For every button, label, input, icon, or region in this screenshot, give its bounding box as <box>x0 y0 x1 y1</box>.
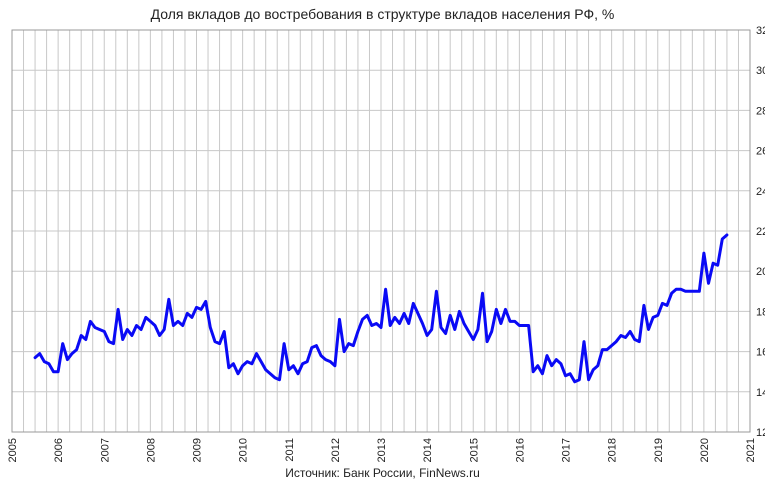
x-tick-label: 2019 <box>653 438 665 462</box>
series-layer <box>33 233 729 384</box>
series-line <box>33 233 729 384</box>
x-tick-label: 2006 <box>53 438 65 462</box>
x-tick-label: 2009 <box>192 438 204 462</box>
x-tick-label: 2012 <box>330 438 342 462</box>
x-tick-label: 2014 <box>422 438 434 462</box>
x-tick-label: 2007 <box>99 438 111 462</box>
source-caption: Источник: Банк России, FinNews.ru <box>285 466 480 480</box>
x-tick-label: 2015 <box>468 438 480 462</box>
y-tick-label: 18 <box>756 306 765 318</box>
x-tick-label: 2017 <box>561 438 573 462</box>
x-tick-label: 2008 <box>145 438 157 462</box>
x-tick-label: 2010 <box>238 438 250 462</box>
plot-frame <box>11 29 751 433</box>
x-tick-label: 2011 <box>284 438 296 462</box>
x-tick-label: 2016 <box>514 438 526 462</box>
y-tick-label: 14 <box>756 387 765 399</box>
y-tick-label: 12 <box>756 427 765 439</box>
x-tick-label: 2013 <box>376 438 388 462</box>
line-chart: 2005 2006 2007 2008 2009 2010 2011 2012 2013 2014… <box>7 25 765 462</box>
y-tick-label: 28 <box>756 105 765 117</box>
x-tick-label: 2021 <box>745 438 757 462</box>
y-tick-label: 26 <box>756 146 765 158</box>
y-tick-label: 22 <box>756 226 765 238</box>
y-tick-label: 32 <box>756 25 765 37</box>
y-tick-label: 20 <box>756 266 765 278</box>
x-tick-label: 2018 <box>607 438 619 462</box>
y-tick-label: 30 <box>756 65 765 77</box>
grid-lines <box>11 29 751 433</box>
x-tick-label: 2005 <box>7 438 19 462</box>
x-tick-label: 2020 <box>699 438 711 462</box>
chart-title: Доля вкладов до востребования в структур… <box>150 6 615 22</box>
y-tick-label: 24 <box>756 186 765 198</box>
y-axis-ticks: 12 14 16 18 20 22 24 26 28 30 32 <box>756 25 765 439</box>
x-axis-ticks: 2005 2006 2007 2008 2009 2010 2011 2012 2013 2014… <box>7 438 757 462</box>
y-tick-label: 16 <box>756 347 765 359</box>
